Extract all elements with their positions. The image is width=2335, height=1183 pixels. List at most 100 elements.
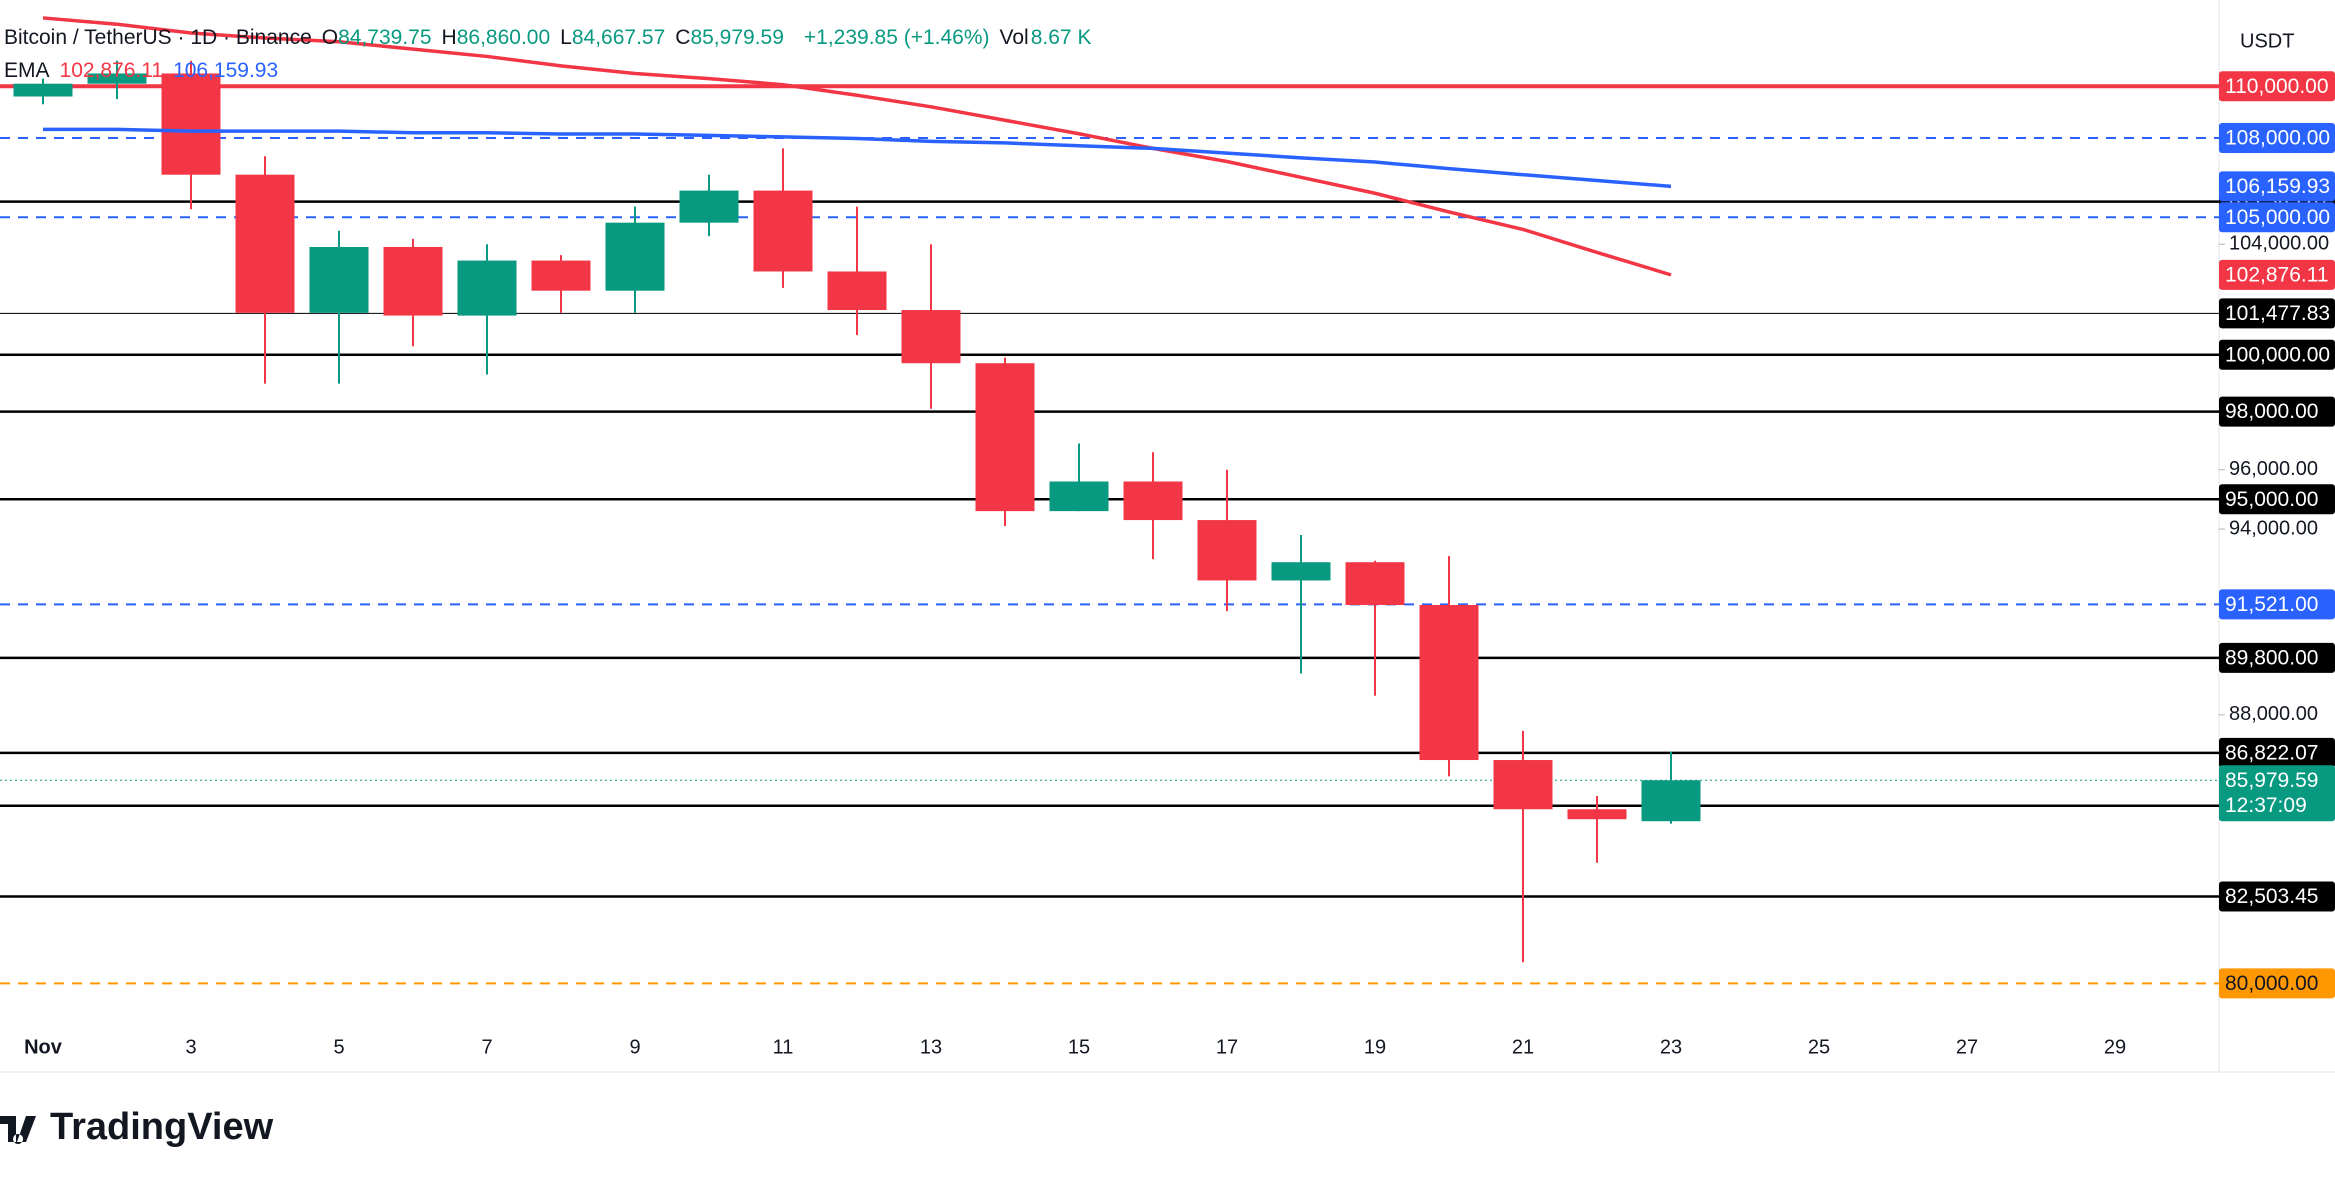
symbol-legend: Bitcoin / TetherUS · 1D · Binance O84,739… [4, 26, 1101, 50]
candle-body [901, 310, 961, 364]
level-label-box [2219, 71, 2335, 102]
ohlc-value: 84,667.57 [571, 26, 666, 49]
ohlc-key: O [321, 26, 339, 49]
brand-name: TradingView [50, 1106, 274, 1148]
level-label: 101,477.83 [2225, 302, 2330, 325]
level-label: 98,000.00 [2225, 400, 2318, 423]
candle-body [605, 222, 665, 291]
candle-body [161, 73, 221, 175]
x-tick-label: 29 [2104, 1036, 2126, 1058]
x-tick-label: 13 [920, 1036, 942, 1058]
indicator-name: EMA [4, 59, 50, 82]
ema-label-box [2219, 259, 2335, 290]
x-tick-label: 27 [1956, 1036, 1978, 1058]
current-price-box [2219, 765, 2335, 822]
y-tick-label: 88,000.00 [2229, 703, 2318, 725]
y-tick-label: 94,000.00 [2229, 517, 2318, 539]
ema-value: 102,876.11 [59, 59, 164, 82]
ema-label: 106,159.93 [2225, 175, 2330, 198]
candle-body [1493, 760, 1553, 810]
candle-body [1345, 562, 1405, 605]
level-label: 91,521.00 [2225, 593, 2318, 616]
level-label: 82,503.45 [2225, 885, 2318, 908]
currency-label: USDT [2240, 30, 2294, 52]
ema-value: 106,159.93 [173, 59, 279, 82]
level-label: 110,000.00 [2225, 75, 2329, 98]
level-label-box [2219, 642, 2335, 673]
countdown-label: 12:37:09 [2225, 794, 2307, 817]
level-label-box [2219, 298, 2335, 329]
level-label: 89,800.00 [2225, 646, 2318, 669]
candle-body [13, 83, 73, 97]
candle-body [679, 190, 739, 223]
brand-icon [0, 1115, 36, 1144]
x-tick-label: 25 [1808, 1036, 1830, 1058]
x-tick-label: 23 [1660, 1036, 1682, 1058]
level-label-box [2219, 122, 2335, 153]
ohlc-values: O84,739.75 H86,860.00 L84,667.57 C85,979.59 [322, 26, 794, 49]
level-label: 95,000.00 [2225, 488, 2318, 511]
level-label: 100,000.00 [2225, 343, 2330, 366]
candle-body [827, 271, 887, 311]
ohlc-value: 84,739.75 [338, 26, 432, 49]
level-label-box [2219, 737, 2335, 768]
candle-body [1641, 780, 1701, 822]
candle-body [309, 246, 369, 313]
x-tick-label: 11 [773, 1036, 794, 1058]
ema-line [42, 16, 1672, 277]
ema-label-box [2219, 171, 2335, 202]
candle-body [1049, 481, 1109, 512]
volume-key: Vol [999, 26, 1029, 49]
x-tick-label: 7 [481, 1036, 492, 1058]
candle-body [531, 260, 591, 291]
candle-body [975, 363, 1035, 512]
ema-label: 102,876.11 [2225, 263, 2329, 286]
levels [0, 84, 2219, 985]
indicator-legend: EMA 102,876.11 106,159.93 [4, 59, 288, 83]
y-tick-label: 104,000.00 [2229, 233, 2329, 255]
volume: 8.67 K [1030, 26, 1092, 49]
ohlc-value: 85,979.59 [690, 26, 784, 49]
ohlc-key: H [441, 26, 457, 49]
level-label: 86,822.07 [2225, 741, 2318, 764]
level-label-box [2219, 484, 2335, 515]
level-label-box [2219, 202, 2335, 233]
ohlc-value: 86,860.00 [456, 26, 551, 49]
brand-logo: TradingView [0, 1106, 273, 1149]
symbol-title: Bitcoin / TetherUS · 1D · Binance [4, 26, 312, 49]
ohlc-key: L [560, 26, 572, 49]
ema-line [43, 127, 1672, 189]
level-label: 80,000.00 [2225, 972, 2318, 995]
current-price-label: 85,979.59 [2225, 769, 2318, 792]
level-label-box [2219, 396, 2335, 427]
ohlc-key: C [675, 26, 691, 49]
x-tick-label: Nov [24, 1036, 63, 1058]
candle-body [1197, 520, 1257, 581]
level-label-box [2219, 968, 2335, 999]
x-tick-label: 19 [1364, 1036, 1386, 1058]
candle-body [1419, 604, 1479, 761]
level-label: 105,000.00 [2225, 206, 2330, 229]
x-tick-label: 9 [629, 1036, 640, 1058]
candle-body [1123, 481, 1183, 521]
change: +1,239.85 (+1.46%) [803, 26, 990, 49]
y-tick-label: 96,000.00 [2229, 458, 2318, 480]
x-tick-label: 21 [1512, 1036, 1534, 1058]
candle-body [1271, 562, 1331, 581]
candle-body [457, 260, 517, 316]
x-tick-label: 5 [333, 1036, 344, 1058]
candle-body [235, 174, 295, 313]
candle-body [753, 190, 813, 272]
candle-body [1567, 809, 1627, 820]
x-tick-label: 3 [185, 1036, 196, 1058]
level-label-box [2219, 339, 2335, 370]
candle-body [383, 246, 443, 316]
x-tick-label: 15 [1068, 1036, 1090, 1058]
candle-body [87, 73, 147, 84]
level-label-box [2219, 589, 2335, 620]
level-label-box [2219, 881, 2335, 912]
x-tick-label: 17 [1216, 1036, 1238, 1058]
level-label: 108,000.00 [2225, 126, 2330, 149]
